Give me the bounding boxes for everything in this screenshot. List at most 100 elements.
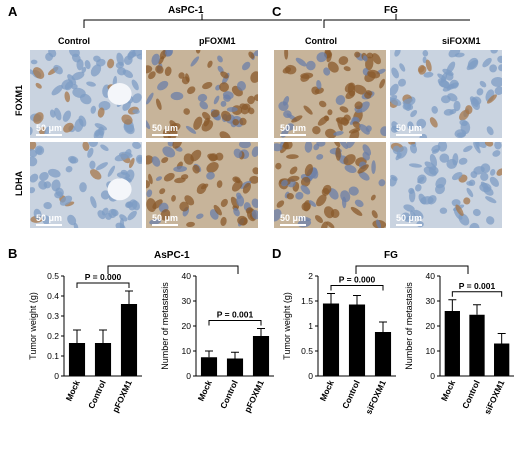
cell-nucleus — [321, 187, 330, 196]
cell-nucleus — [345, 90, 356, 100]
cell-nucleus — [163, 172, 175, 182]
cell-nucleus — [390, 83, 399, 96]
significance-bracket — [451, 291, 503, 297]
cell-nucleus — [437, 142, 448, 152]
cell-nucleus — [473, 142, 481, 154]
chart-d-tumor-weight: 0 0.5 1 1.5 2 Tumor weight (g) Mock Control siFO… — [282, 271, 396, 416]
panel-letter-a: A — [8, 4, 18, 19]
cell-nucleus — [55, 187, 64, 197]
cell-nucleus — [438, 80, 450, 88]
cell-nucleus — [215, 152, 224, 161]
x-tick-label: pFOXM1 — [110, 378, 134, 414]
cell-nucleus — [146, 180, 151, 189]
cell-nucleus — [249, 175, 258, 184]
cell-nucleus — [120, 169, 128, 175]
cell-nucleus — [54, 107, 62, 121]
scale-label: 50 μm — [36, 213, 63, 223]
cell-nucleus — [291, 115, 303, 123]
cell-nucleus — [210, 109, 220, 118]
cell-nucleus — [362, 55, 368, 62]
cell-nucleus — [208, 153, 218, 162]
cell-nucleus — [494, 86, 502, 95]
cell-nucleus — [135, 154, 142, 165]
x-tick-label: siFOXM1 — [482, 378, 507, 415]
cell-nucleus — [30, 59, 38, 65]
cell-nucleus — [379, 78, 386, 89]
cell-nucleus — [239, 117, 247, 126]
cell-nucleus — [226, 106, 238, 112]
micrograph-c-sifoxm1-ldha — [390, 142, 502, 228]
cell-nucleus — [33, 112, 44, 124]
cell-nucleus — [358, 101, 370, 113]
cell-nucleus — [335, 146, 341, 161]
cell-nucleus — [431, 106, 438, 114]
cell-nucleus — [192, 164, 200, 174]
y-tick-label: 20 — [426, 321, 436, 331]
cell-nucleus — [231, 180, 243, 192]
cell-nucleus — [327, 61, 339, 73]
cell-nucleus — [164, 66, 172, 77]
cell-nucleus — [274, 208, 282, 222]
y-tick-label: 0.1 — [47, 351, 59, 361]
cell-nucleus — [423, 71, 434, 78]
cell-nucleus — [416, 118, 427, 129]
bar — [348, 304, 366, 376]
bar — [120, 304, 138, 376]
cell-nucleus — [127, 50, 136, 60]
p-value-label: P = 0.000 — [85, 272, 122, 282]
cell-nucleus — [323, 115, 330, 122]
y-axis-label: Number of metastasis — [404, 282, 414, 370]
cell-nucleus — [390, 125, 398, 133]
cell-nucleus — [403, 204, 415, 212]
cell-nucleus — [469, 96, 479, 107]
cell-nucleus — [390, 174, 398, 181]
y-tick-label: 0.5 — [47, 271, 59, 281]
cell-nucleus — [237, 215, 248, 226]
cell-nucleus — [200, 183, 209, 190]
cell-nucleus — [490, 50, 498, 54]
cell-nucleus — [220, 198, 228, 208]
cell-nucleus — [157, 80, 169, 91]
cell-nucleus — [466, 59, 478, 71]
cell-nucleus — [313, 143, 320, 151]
cell-nucleus — [90, 196, 97, 209]
cell-nucleus — [47, 168, 61, 178]
cell-nucleus — [346, 142, 356, 149]
cell-nucleus — [81, 66, 87, 74]
cell-nucleus — [289, 166, 298, 175]
cell-nucleus — [30, 126, 33, 136]
cell-nucleus — [79, 182, 87, 193]
scale-label: 50 μm — [396, 213, 423, 223]
cell-nucleus — [128, 157, 135, 169]
cell-nucleus — [325, 128, 337, 138]
cell-nucleus — [34, 145, 45, 156]
cell-nucleus — [275, 162, 282, 170]
cell-nucleus — [161, 157, 169, 164]
cell-nucleus — [67, 74, 77, 85]
cell-nucleus — [316, 80, 322, 90]
y-tick-label: 0 — [54, 371, 59, 381]
cell-nucleus — [428, 166, 439, 175]
cell-nucleus — [71, 71, 85, 81]
cell-nucleus — [394, 50, 401, 57]
cell-nucleus — [459, 119, 468, 126]
x-tick-label: Control — [340, 379, 362, 411]
micrograph-c-control-foxm1 — [274, 50, 386, 138]
cell-nucleus — [469, 222, 480, 228]
y-axis-label: Tumor weight (g) — [28, 292, 38, 360]
cell-nucleus — [449, 79, 459, 89]
cell-nucleus — [67, 214, 77, 226]
cell-nucleus — [468, 179, 476, 186]
cell-nucleus — [489, 64, 497, 73]
cell-nucleus — [115, 61, 125, 69]
cell-nucleus — [251, 146, 258, 157]
cell-nucleus — [282, 67, 292, 74]
cell-nucleus — [42, 215, 50, 225]
col-label-c-sifoxm1: siFOXM1 — [442, 36, 481, 46]
cell-nucleus — [439, 153, 450, 163]
y-axis-label: Number of metastasis — [160, 282, 170, 370]
cell-nucleus — [216, 180, 223, 188]
cell-nucleus — [236, 192, 242, 200]
cell-nucleus — [475, 142, 487, 149]
y-tick-label: 10 — [182, 346, 192, 356]
